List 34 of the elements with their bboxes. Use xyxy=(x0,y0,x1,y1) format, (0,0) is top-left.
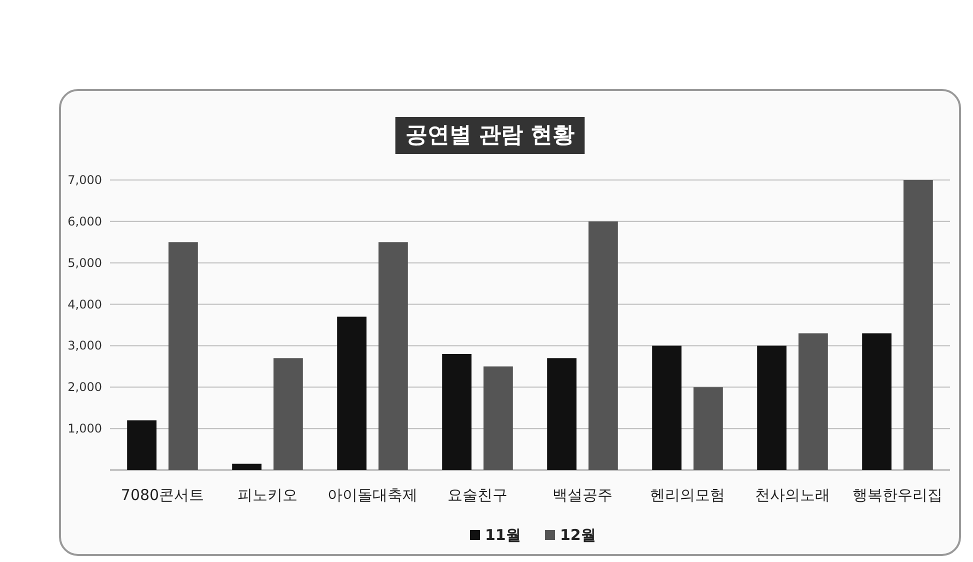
bar xyxy=(904,180,933,470)
y-tick-label: 4,000 xyxy=(68,297,102,312)
bar xyxy=(484,366,513,470)
x-tick-label: 백설공주 xyxy=(552,486,612,504)
x-tick-label: 천사의노래 xyxy=(755,486,830,504)
bar xyxy=(232,464,262,470)
y-tick-label: 6,000 xyxy=(68,214,102,228)
bar xyxy=(588,221,618,470)
x-tick-label: 7080콘서트 xyxy=(120,486,204,504)
bar xyxy=(127,420,156,470)
legend-label: 11월 xyxy=(485,526,521,544)
x-tick-label: 피노키오 xyxy=(238,486,298,504)
bar xyxy=(168,242,198,470)
bar xyxy=(547,358,576,470)
x-tick-label: 아이돌대축제 xyxy=(328,486,418,504)
bar xyxy=(337,316,366,470)
bar xyxy=(757,346,786,470)
bar xyxy=(378,242,408,470)
bar xyxy=(652,346,682,470)
x-tick-label: 요술친구 xyxy=(448,486,508,504)
bar xyxy=(862,333,892,470)
bar xyxy=(798,333,828,470)
y-tick-label: 3,000 xyxy=(68,338,102,353)
x-tick-label: 헨리의모험 xyxy=(650,486,725,504)
legend-label: 12월 xyxy=(560,526,596,544)
y-tick-label: 5,000 xyxy=(68,256,102,270)
bar xyxy=(442,354,472,470)
bar xyxy=(274,358,303,470)
chart-title: 공연별 관람 현황 xyxy=(405,123,575,148)
bar xyxy=(694,387,723,470)
x-tick-label: 행복한우리집 xyxy=(852,486,942,504)
y-tick-label: 1,000 xyxy=(68,422,102,436)
y-tick-label: 7,000 xyxy=(68,173,102,187)
y-tick-label: 2,000 xyxy=(68,380,102,394)
